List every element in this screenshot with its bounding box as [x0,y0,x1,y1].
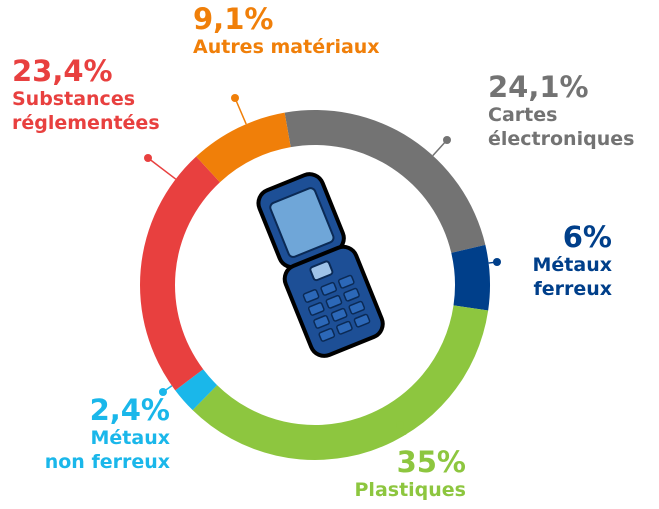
category-label: Métaux ferreux [532,253,612,300]
leader-dot [396,421,404,429]
leader-dot [493,258,501,266]
category-label: Autres matériaux [193,35,380,58]
donut-segment [192,305,489,460]
value-label: 6% [562,220,612,254]
segment-label: 6% Métaux ferreux [500,220,612,301]
segment-label: 35% Plastiques [330,445,467,503]
donut-segment [284,110,486,253]
segment-label: 2,4% Métaux non ferreux [10,393,170,474]
category-label: Cartes électroniques [488,103,635,150]
category-label: Substances réglementées [12,87,160,134]
leader-dot [144,154,152,162]
category-label: Plastiques [354,478,467,501]
category-label: Métaux non ferreux [44,426,170,473]
leader-line [234,97,247,125]
value-label: 9,1% [193,2,274,36]
donut-segment [451,244,490,311]
donut-segment [196,112,291,183]
leader-dot [159,388,167,396]
segment-label: 23,4% Substances réglementées [12,54,212,135]
value-label: 2,4% [89,393,170,427]
segment-label: 24,1% Cartes électroniques [488,70,658,151]
value-label: 35% [396,445,466,479]
value-label: 24,1% [488,70,589,104]
donut-segment [175,369,218,411]
phone-icon [256,172,385,358]
donut-segment [140,156,220,391]
segment-label: 9,1% Autres matériaux [193,2,433,60]
leader-line [147,157,177,180]
leader-dot [443,136,451,144]
value-label: 23,4% [12,54,113,88]
leader-dot [231,94,239,102]
